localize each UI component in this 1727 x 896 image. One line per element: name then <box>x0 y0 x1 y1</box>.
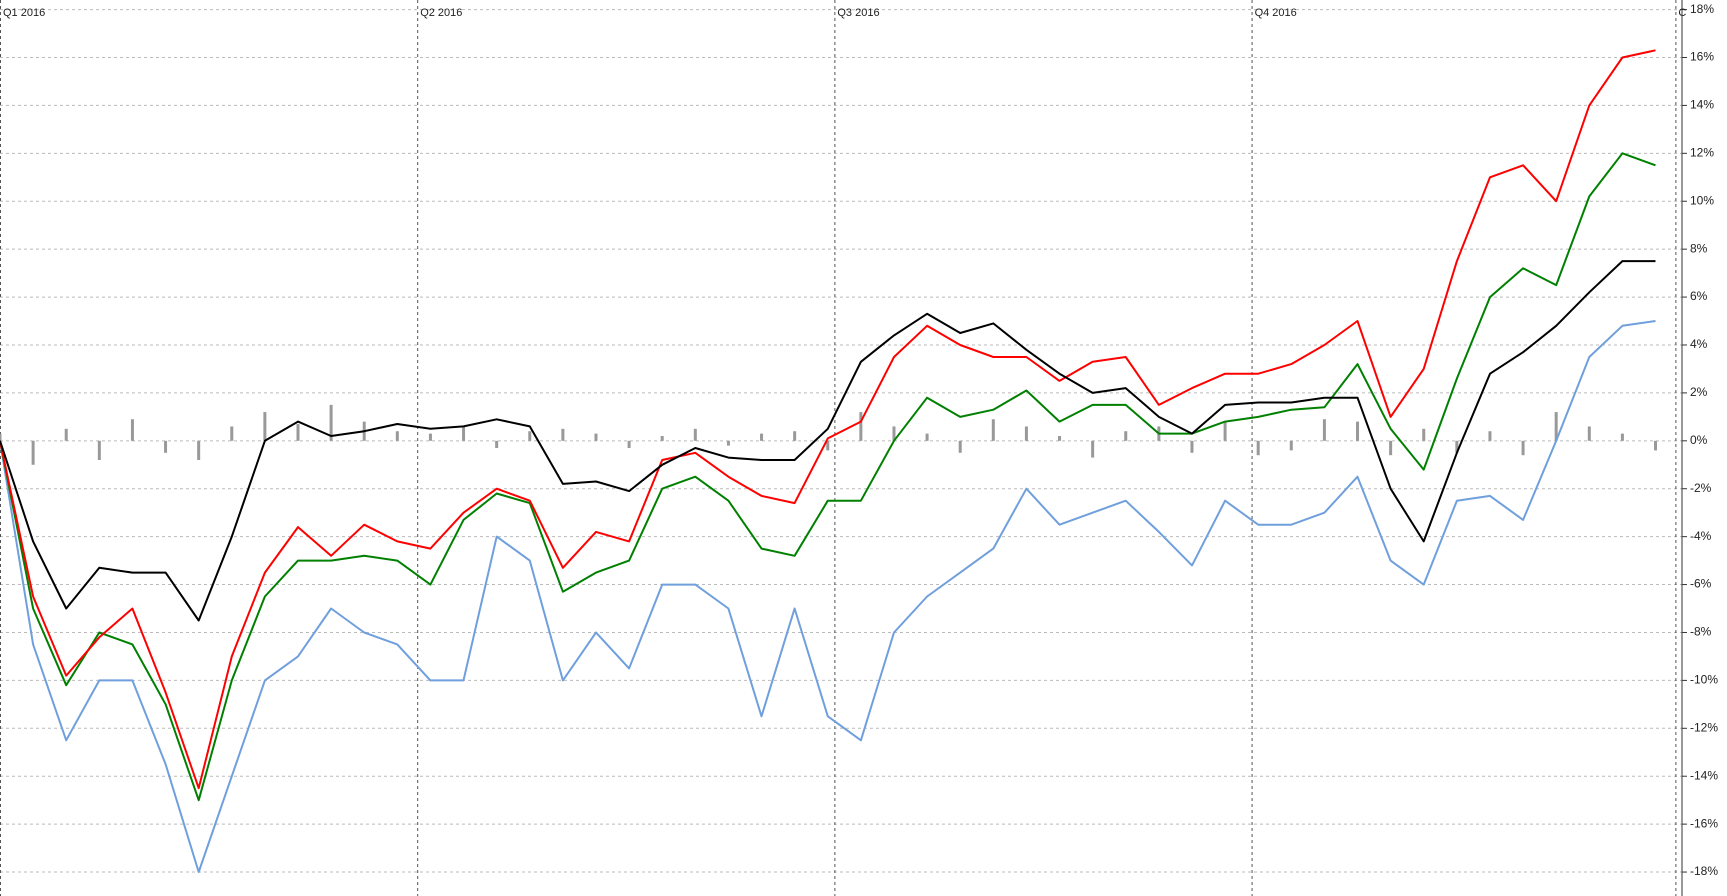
y-tick-label: -12% <box>1690 720 1718 734</box>
bar <box>1223 421 1227 441</box>
line <box>0 320 1656 873</box>
bar <box>859 412 863 441</box>
bar <box>64 428 68 441</box>
bar <box>561 428 565 441</box>
bar <box>892 426 896 441</box>
bar <box>1289 440 1293 451</box>
bar <box>1124 431 1128 441</box>
bar <box>130 419 134 441</box>
bar <box>31 440 35 465</box>
bar <box>1488 431 1492 441</box>
x-tick-label: Q1 2016 <box>3 7 45 19</box>
bar <box>1356 421 1360 441</box>
bar <box>1521 440 1525 456</box>
y-tick-label: 12% <box>1690 145 1714 159</box>
bar <box>495 440 499 448</box>
bar <box>925 433 929 441</box>
y-tick-label: -18% <box>1690 864 1718 878</box>
x-tick-label: Q2 2016 <box>420 7 462 19</box>
y-tick-label: 6% <box>1690 289 1708 303</box>
y-tick-label: 18% <box>1690 2 1714 16</box>
bar <box>1422 428 1426 441</box>
bar <box>693 428 697 441</box>
bar <box>1091 440 1095 458</box>
y-tick-label: 14% <box>1690 98 1714 112</box>
bar <box>1389 440 1393 456</box>
line <box>0 49 1656 790</box>
bar <box>660 436 664 441</box>
bar <box>164 440 168 453</box>
bar <box>760 433 764 441</box>
bar <box>1024 426 1028 441</box>
bar <box>1587 426 1591 441</box>
y-tick-label: 0% <box>1690 433 1708 447</box>
y-tick-label: -16% <box>1690 816 1718 830</box>
bar <box>197 440 201 460</box>
bar <box>1322 419 1326 441</box>
bar <box>428 433 432 441</box>
bar <box>462 426 466 441</box>
bar <box>1654 440 1658 451</box>
bar <box>793 431 797 441</box>
bar <box>97 440 101 460</box>
bar <box>395 431 399 441</box>
bar <box>1058 436 1062 441</box>
y-tick-label: 2% <box>1690 385 1708 399</box>
bar <box>528 431 532 441</box>
bar <box>1256 440 1260 456</box>
bar <box>329 404 333 441</box>
bar <box>991 419 995 441</box>
y-tick-label: -8% <box>1690 625 1712 639</box>
bar <box>594 433 598 441</box>
x-tick-label: Q3 2016 <box>837 7 879 19</box>
y-tick-label: 16% <box>1690 50 1714 64</box>
line <box>0 260 1656 622</box>
y-tick-label: -4% <box>1690 529 1712 543</box>
y-tick-label: 8% <box>1690 241 1708 255</box>
y-tick-label: 4% <box>1690 337 1708 351</box>
bar <box>1620 433 1624 441</box>
x-tick-label: Q4 2016 <box>1255 7 1297 19</box>
y-tick-label: -14% <box>1690 768 1718 782</box>
bar <box>1455 440 1459 453</box>
bar <box>230 426 234 441</box>
bar <box>726 440 730 446</box>
bar <box>826 440 830 451</box>
y-tick-label: -10% <box>1690 673 1718 687</box>
bar <box>1190 440 1194 453</box>
bar <box>0 433 2 441</box>
bar <box>1554 412 1558 441</box>
y-tick-label: -2% <box>1690 481 1712 495</box>
bar <box>627 440 631 448</box>
bar <box>296 424 300 441</box>
y-tick-label: -6% <box>1690 577 1712 591</box>
y-tick-label: 10% <box>1690 193 1714 207</box>
line <box>0 152 1656 802</box>
bar <box>263 412 267 441</box>
bar <box>958 440 962 453</box>
